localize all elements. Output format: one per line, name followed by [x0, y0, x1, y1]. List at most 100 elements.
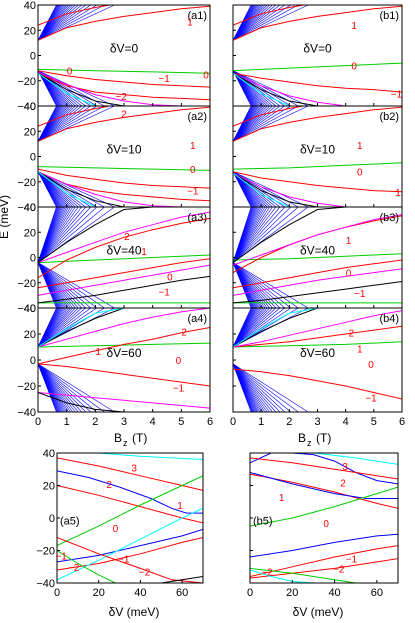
- ytick-label-a3-4: 40: [24, 202, 36, 214]
- fan-line-up-a2-5: [38, 106, 82, 142]
- x-axis-label-bottom-left: δV (meV): [109, 605, 160, 619]
- fan-line-up-a1-21: [38, 5, 57, 41]
- fan-line-down-b4-3: [233, 363, 286, 412]
- series-line-a4-5: [38, 308, 153, 348]
- panel-a4: 0 1 2 3 4 5 6 −40 −20 0 20 40 (a4) δV=60 2 1 0 −1: [17, 303, 213, 428]
- xtick-label-b5-3: 60: [371, 587, 383, 599]
- annotation-b4: δV=60: [300, 346, 335, 360]
- xtick-label-b4-4: 4: [343, 416, 349, 428]
- series-line-b2-2: [233, 162, 402, 170]
- curve-label-b5-1: 2: [340, 478, 346, 489]
- x-axis-label-left: B z (T): [114, 431, 147, 448]
- series-line-a2-5: [38, 171, 182, 207]
- fan-line-down-a4-1: [38, 363, 105, 412]
- annotation-b3: δV=40: [300, 243, 335, 257]
- x-axis-label-left-sub: z: [123, 438, 128, 448]
- fan-line-down-b4-1: [233, 363, 299, 412]
- series-line-a2-3: [38, 168, 210, 189]
- fan-line-down-b4-21: [233, 363, 252, 412]
- plot-area-a4: [38, 308, 210, 412]
- ytick-label-a2-1: −20: [17, 177, 36, 189]
- series-line-b3-6: [233, 207, 346, 264]
- curve-label-a4-2: 0: [176, 356, 182, 367]
- fan-line-down-a4-2: [38, 363, 97, 412]
- curve-label-a1-4: 0: [203, 70, 209, 81]
- curve-label-b3-1: 0: [346, 269, 352, 280]
- fan-line-down-b4-5: [233, 363, 277, 412]
- curve-label-a2-1: 1: [190, 141, 196, 152]
- panel-a2: −40 −20 0 20 40 (a2) δV=10 2 1 0 −1: [17, 101, 211, 214]
- fan-line-down-a1-21: [38, 70, 57, 106]
- fan-line-up-b4-4: [233, 308, 281, 348]
- series-line-b5-6: [250, 533, 398, 558]
- curve-label-b4-0: 2: [349, 329, 355, 340]
- fan-line-up-a4-6: [38, 308, 79, 348]
- y-axis-label: E (meV): [0, 195, 11, 239]
- series-line-a3-7: [38, 275, 210, 304]
- curve-label-a4-3: −1: [173, 383, 185, 394]
- curve-label-b4-3: −1: [365, 394, 377, 405]
- plot-area-b1: [233, 5, 402, 106]
- series-line-b4-3: [233, 310, 402, 348]
- xtick-label-b4-6: 6: [399, 416, 405, 428]
- xtick-label-a4-6: 6: [207, 416, 213, 428]
- fan-line-down-a4-0: [38, 363, 115, 412]
- curve-label-a1-0: 1: [187, 17, 193, 28]
- xtick-label-b4-1: 1: [258, 416, 264, 428]
- panel-label-b4: (b4): [379, 313, 399, 325]
- series-line-b4-5: [233, 308, 318, 348]
- fan-line-up-a1-6: [38, 5, 79, 41]
- fan-line-down-a3-1: [38, 262, 105, 308]
- series-line-b5-0: [313, 453, 398, 465]
- fan-line-down-b4-4: [233, 363, 281, 412]
- fan-line-up-a2-6: [38, 106, 79, 142]
- curve-label-b1-2: −1: [391, 89, 403, 100]
- curve-label-a2-0: 2: [121, 110, 127, 121]
- fan-line-down-a4-7: [38, 363, 76, 412]
- series-line-b1-4: [233, 72, 346, 106]
- series-line-a3-0: [38, 254, 210, 264]
- series-line-a4-0: [38, 342, 210, 348]
- series-line-a2-0: [38, 106, 210, 142]
- fan-line-up-a3-8: [38, 207, 74, 263]
- panel-label-a2: (a2): [187, 111, 207, 123]
- fan-line-up-b3-7: [233, 207, 270, 263]
- fan-line-up-a3-7: [38, 207, 76, 263]
- curve-label-b1-1: 0: [351, 62, 357, 73]
- level-fan-a3: [38, 207, 115, 308]
- fan-line-up-a3-6: [38, 207, 79, 263]
- fan-line-down-a3-4: [38, 262, 86, 308]
- fan-line-down-a4-8: [38, 363, 73, 412]
- ytick-label-a5-0: −40: [36, 578, 55, 590]
- xtick-label-a4-5: 5: [178, 416, 184, 428]
- fan-line-down-a4-4: [38, 363, 86, 412]
- curve-label-a3-0: 2: [124, 232, 130, 243]
- plot-area-b4: [233, 308, 402, 412]
- xtick-label-b4-5: 5: [371, 416, 377, 428]
- xtick-label-b5-2: 40: [328, 587, 340, 599]
- ytick-label-a2-4: 40: [24, 101, 36, 113]
- series-line-b5-8: [250, 558, 398, 579]
- series-line-a3-6: [38, 207, 153, 264]
- fan-line-up-b3-1: [233, 207, 299, 263]
- x-axis-label-right-unit: (T): [316, 431, 331, 445]
- series-line-a4-7: [38, 308, 125, 348]
- fan-line-up-b3-5: [233, 207, 277, 263]
- series-line-a1-2: [38, 68, 210, 74]
- fan-line-up-a1-2: [38, 5, 97, 41]
- curve-label-a5-0: 3: [131, 464, 137, 475]
- series-line-b5-3: [250, 473, 398, 509]
- series-line-b5-1: [250, 453, 398, 485]
- fan-line-up-a2-2: [38, 106, 97, 142]
- ytick-label-a3-2: 0: [30, 253, 36, 265]
- fan-line-up-b3-21: [233, 207, 252, 263]
- panel-label-b1: (b1): [379, 10, 399, 22]
- fan-line-up-b1-2: [233, 5, 291, 41]
- ytick-label-a4-4: 40: [24, 303, 36, 315]
- ytick-label-a2-0: −40: [17, 202, 36, 214]
- series-line-b5-9: [250, 567, 356, 583]
- series-line-a5-6: [57, 537, 203, 571]
- fan-line-down-b3-0: [233, 262, 309, 308]
- panels: −40−2002040(a1)δV=010−1−20(b1)δV=010−1−4…: [17, 0, 405, 599]
